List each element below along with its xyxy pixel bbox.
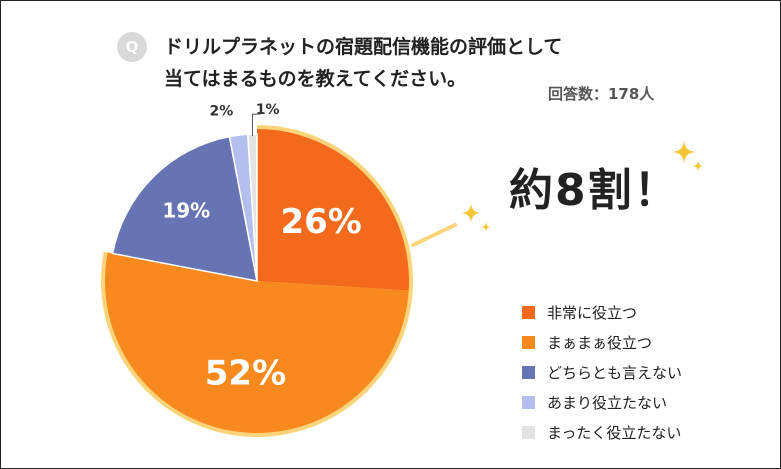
respondent-count: 回答数：178人 [548, 85, 655, 103]
question-line-2: 当てはまるものを教えてください。 [164, 68, 467, 90]
question-badge: Q [117, 32, 147, 62]
legend-label: まぁまぁ役立つ [547, 333, 653, 352]
callout-pointer [411, 223, 457, 247]
legend-item: まったく役立たない [522, 417, 682, 447]
pie-slice [257, 129, 409, 291]
question-title: ドリルプラネットの宿題配信機能の評価として 当てはまるものを教えてください。 [164, 31, 562, 95]
sparkle-icon [671, 139, 697, 165]
chart-legend: 非常に役立つ まぁまぁ役立つ どちらとも言えない あまり役立たない まったく役立… [522, 297, 682, 447]
legend-swatch [522, 425, 535, 439]
legend-label: どちらとも言えない [547, 363, 683, 382]
pie-value-label: 19% [162, 198, 210, 222]
question-line-1: ドリルプラネットの宿題配信機能の評価として [164, 36, 563, 58]
legend-label: 非常に役立つ [547, 303, 638, 322]
legend-swatch [522, 305, 535, 319]
legend-swatch [522, 365, 535, 379]
pie-value-label: 52% [205, 354, 286, 394]
pie-value-label: 26% [280, 202, 361, 242]
legend-label: あまり役立たない [547, 393, 668, 412]
sparkle-icon [692, 160, 704, 172]
legend-item: あまり役立たない [522, 387, 682, 417]
legend-item: 非常に役立つ [522, 297, 682, 327]
legend-swatch [522, 395, 535, 409]
legend-item: まぁまぁ役立つ [522, 327, 682, 357]
pie-slice [111, 135, 258, 282]
leader-line [251, 113, 261, 137]
pie-value-label: 1% [256, 102, 280, 118]
pie-slice [105, 252, 409, 434]
pie-value-label: 2% [210, 103, 234, 119]
legend-label: まったく役立たない [547, 423, 682, 442]
legend-swatch [522, 335, 535, 349]
sparkle-icon [460, 202, 482, 224]
legend-item: どちらとも言えない [522, 357, 682, 387]
callout-text: 約8割！ [509, 165, 680, 216]
sparkle-icon [481, 222, 491, 232]
